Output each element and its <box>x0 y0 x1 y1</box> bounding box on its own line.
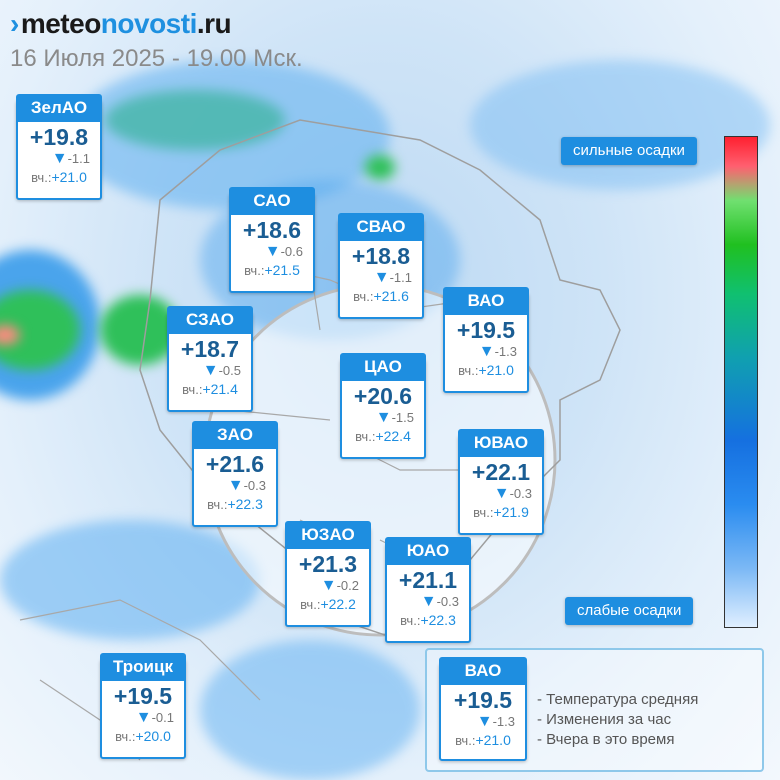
scale-high-label: сильные осадки <box>561 137 697 165</box>
district-delta: ▼-0.3 <box>420 593 459 610</box>
district-card-tsao[interactable]: ЦАО +20.6 ▼-1.5 вч.:+22.4 <box>340 353 426 459</box>
precip-blob <box>70 60 390 210</box>
district-delta: ▼-1.1 <box>51 150 90 167</box>
legend-box: ВАО +19.5 ▼-1.3 вч.:+21.0 - Температура … <box>425 648 764 772</box>
down-triangle-icon: ▼ <box>373 269 390 286</box>
district-name: ВАО <box>439 657 527 685</box>
precip-blob <box>0 325 20 345</box>
district-temp: +18.6 <box>242 217 302 243</box>
district-yesterday: вч.:+21.4 <box>182 381 238 397</box>
header: ›meteonovosti.ru 16 Июля 2025 - 19.00 Мс… <box>10 6 303 74</box>
district-yesterday: вч.:+22.3 <box>207 496 263 512</box>
down-triangle-icon: ▼ <box>135 709 152 726</box>
district-delta: ▼-0.6 <box>264 243 303 260</box>
district-card-troitsk[interactable]: Троицк +19.5 ▼-0.1 вч.:+20.0 <box>100 653 186 759</box>
district-name: ЮВАО <box>458 429 544 457</box>
down-triangle-icon: ▼ <box>264 243 281 260</box>
district-yesterday: вч.:+21.0 <box>455 732 511 748</box>
district-temp: +18.8 <box>351 243 411 269</box>
district-delta: ▼-1.5 <box>375 409 414 426</box>
district-yesterday: вч.:+22.3 <box>400 612 456 628</box>
district-delta: ▼-1.3 <box>476 713 515 730</box>
district-name: ЮАО <box>385 537 471 565</box>
down-triangle-icon: ▼ <box>320 577 337 594</box>
district-card-svao[interactable]: СВАО +18.8 ▼-1.1 вч.:+21.6 <box>338 213 424 319</box>
precip-blob <box>200 640 420 780</box>
down-triangle-icon: ▼ <box>476 713 493 730</box>
district-card-zelao[interactable]: ЗелАО +19.8 ▼-1.1 вч.:+21.0 <box>16 94 102 200</box>
scale-low-label: слабые осадки <box>565 597 694 625</box>
down-triangle-icon: ▼ <box>375 409 392 426</box>
down-triangle-icon: ▼ <box>420 593 437 610</box>
district-temp: +20.6 <box>353 383 413 409</box>
district-card-szao[interactable]: СЗАО +18.7 ▼-0.5 вч.:+21.4 <box>167 306 253 412</box>
precip-blob <box>100 295 180 365</box>
district-name: ЦАО <box>340 353 426 381</box>
district-card-vao[interactable]: ВАО +19.5 ▼-1.3 вч.:+21.0 <box>443 287 529 393</box>
district-name: ВАО <box>443 287 529 315</box>
district-card-sao[interactable]: САО +18.6 ▼-0.6 вч.:+21.5 <box>229 187 315 293</box>
district-temp: +19.8 <box>29 124 89 150</box>
precipitation-scale-bar <box>724 136 758 628</box>
district-delta: ▼-0.1 <box>135 709 174 726</box>
district-card-yuvao[interactable]: ЮВАО +22.1 ▼-0.3 вч.:+21.9 <box>458 429 544 535</box>
district-yesterday: вч.:+21.0 <box>31 169 87 185</box>
district-temp: +22.1 <box>471 459 531 485</box>
district-temp: +21.3 <box>298 551 358 577</box>
logo-text: meteo <box>20 8 101 39</box>
district-delta: ▼-0.5 <box>202 362 241 379</box>
district-delta: ▼-1.3 <box>478 343 517 360</box>
district-yesterday: вч.:+21.9 <box>473 504 529 520</box>
district-yesterday: вч.:+22.2 <box>300 596 356 612</box>
district-temp: +21.6 <box>205 451 265 477</box>
forecast-date: 16 Июля 2025 - 19.00 Мск. <box>10 45 303 72</box>
district-name: САО <box>229 187 315 215</box>
district-temp: +21.1 <box>398 567 458 593</box>
down-triangle-icon: ▼ <box>478 343 495 360</box>
district-card-yuao[interactable]: ЮАО +21.1 ▼-0.3 вч.:+22.3 <box>385 537 471 643</box>
precip-blob <box>0 520 260 640</box>
district-name: СВАО <box>338 213 424 241</box>
district-temp: +19.5 <box>113 683 173 709</box>
legend-descriptions: - Температура средняя - Изменения за час… <box>537 690 698 750</box>
district-yesterday: вч.:+21.6 <box>353 288 409 304</box>
district-temp: +19.5 <box>453 687 513 713</box>
district-yesterday: вч.:+21.5 <box>244 262 300 278</box>
down-triangle-icon: ▼ <box>493 485 510 502</box>
precip-blob <box>365 155 395 180</box>
district-name: ЗАО <box>192 421 278 449</box>
precip-blob <box>470 60 770 190</box>
down-triangle-icon: ▼ <box>51 150 68 167</box>
district-name: ЗелАО <box>16 94 102 122</box>
logo-mark-icon: › <box>10 8 19 39</box>
district-name: ЮЗАО <box>285 521 371 549</box>
down-triangle-icon: ▼ <box>202 362 219 379</box>
legend-line-temp: - Температура средняя <box>537 691 699 708</box>
legend-sample-card: ВАО +19.5 ▼-1.3 вч.:+21.0 <box>439 657 527 761</box>
district-temp: +19.5 <box>456 317 516 343</box>
district-card-yuzao[interactable]: ЮЗАО +21.3 ▼-0.2 вч.:+22.2 <box>285 521 371 627</box>
site-logo[interactable]: ›meteonovosti.ru <box>10 6 303 42</box>
district-delta: ▼-0.3 <box>493 485 532 502</box>
district-temp: +18.7 <box>180 336 240 362</box>
district-yesterday: вч.:+20.0 <box>115 728 171 744</box>
district-yesterday: вч.:+21.0 <box>458 362 514 378</box>
legend-line-yesterday: - Вчера в это время <box>537 731 675 748</box>
district-delta: ▼-0.3 <box>227 477 266 494</box>
district-card-zao[interactable]: ЗАО +21.6 ▼-0.3 вч.:+22.3 <box>192 421 278 527</box>
logo-text: novosti <box>100 8 198 39</box>
legend-line-change: - Изменения за час <box>537 711 672 728</box>
district-name: Троицк <box>100 653 186 681</box>
logo-text: .ru <box>196 8 232 39</box>
district-delta: ▼-0.2 <box>320 577 359 594</box>
district-name: СЗАО <box>167 306 253 334</box>
down-triangle-icon: ▼ <box>227 477 244 494</box>
district-yesterday: вч.:+22.4 <box>355 428 411 444</box>
district-delta: ▼-1.1 <box>373 269 412 286</box>
